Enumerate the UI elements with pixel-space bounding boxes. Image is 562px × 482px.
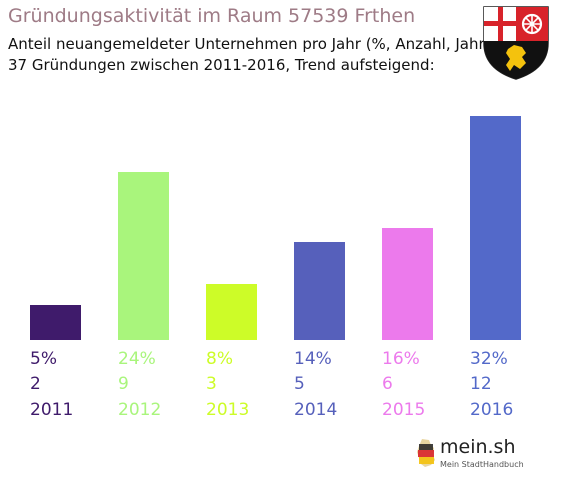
chart-summary: 37 Gründungen zwischen 2011-2016, Trend … — [8, 56, 435, 74]
percent-label-2012: 24% — [118, 349, 156, 369]
year-label-2016: 2016 — [470, 400, 513, 420]
count-label-2015: 6 — [382, 374, 393, 394]
brand-tagline: Mein StadtHandbuch — [440, 460, 524, 469]
percent-label-2011: 5% — [30, 349, 57, 369]
year-label-2013: 2013 — [206, 400, 249, 420]
bar-2016 — [470, 116, 521, 340]
count-label-2016: 12 — [470, 374, 492, 394]
percent-label-2013: 8% — [206, 349, 233, 369]
count-label-2014: 5 — [294, 374, 305, 394]
chart-subtitle: Anteil neuangemeldeter Unternehmen pro J… — [8, 35, 491, 53]
percent-label-2014: 14% — [294, 349, 332, 369]
rhineland-palatinate-coat-of-arms-icon — [483, 6, 549, 80]
count-label-2012: 9 — [118, 374, 129, 394]
brand-footer[interactable]: mein.sh Mein StadtHandbuch — [416, 436, 526, 474]
bar-2014 — [294, 242, 345, 340]
bar-2012 — [118, 172, 169, 340]
germany-map-icon — [417, 439, 435, 467]
count-label-2011: 2 — [30, 374, 41, 394]
percent-label: 5% 24% 8% 14% 16% 32% — [30, 349, 508, 369]
chart-title: Gründungsaktivität im Raum 57539 Frthen — [8, 5, 416, 27]
percent-label-2016: 32% — [470, 349, 508, 369]
count-label: 2 9 3 5 6 12 — [30, 374, 492, 394]
year-label-2012: 2012 — [118, 400, 161, 420]
year-label-2011: 2011 — [30, 400, 73, 420]
brand-name: mein.sh — [440, 436, 516, 458]
bar-2015 — [382, 228, 433, 340]
bar-2011 — [30, 305, 81, 340]
bar-chart: 5% 24% 8% 14% 16% 32% 2 9 3 5 6 12 2011 2012 2013 201… — [30, 116, 521, 420]
year-label-2014: 2014 — [294, 400, 337, 420]
bar-2013 — [206, 284, 257, 340]
percent-label-2015: 16% — [382, 349, 420, 369]
year-label-2015: 2015 — [382, 400, 425, 420]
year-label: 2011 2012 2013 2014 2015 2016 — [30, 400, 513, 420]
bar — [30, 116, 521, 340]
count-label-2013: 3 — [206, 374, 217, 394]
